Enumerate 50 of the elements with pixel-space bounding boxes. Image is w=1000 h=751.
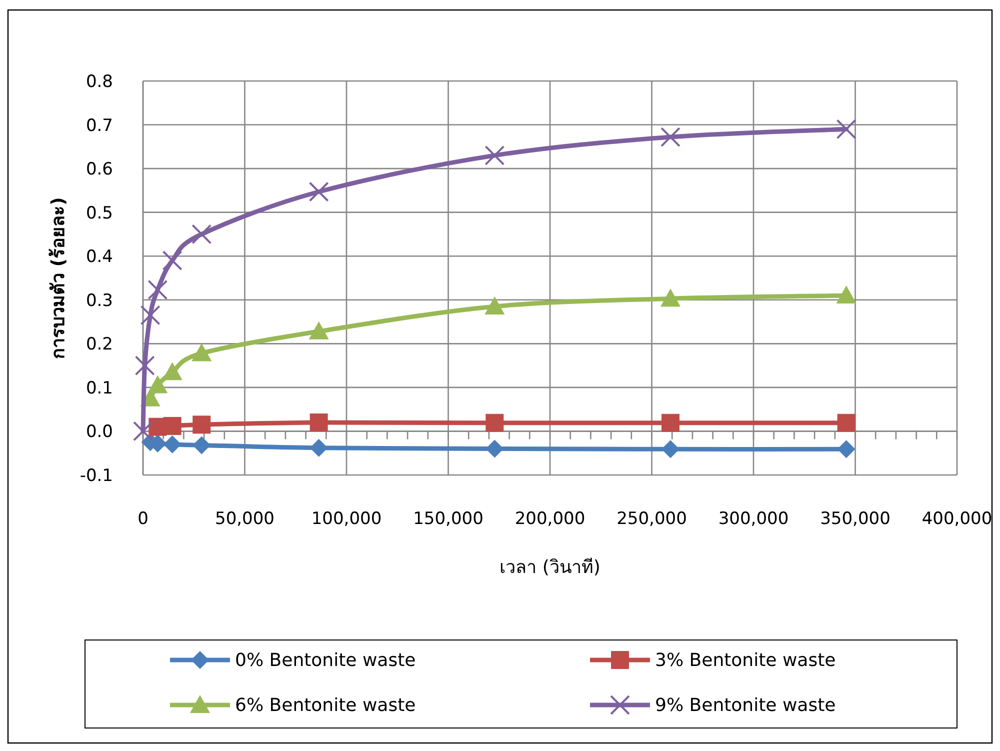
point <box>163 435 182 454</box>
point <box>837 440 856 458</box>
x-tick-label: 0 <box>138 509 148 529</box>
y-axis-title: การบวมตัว (ร้อยละ) <box>48 197 69 359</box>
legend-label: 0% Bentonite waste <box>235 650 416 671</box>
x-tick-label: 50,000 <box>215 509 274 529</box>
y-tick-label: 0.2 <box>86 334 113 355</box>
point <box>836 286 856 304</box>
x-tick-label: 150,000 <box>413 509 484 529</box>
legend-label: 9% Bentonite waste <box>655 695 836 716</box>
point <box>486 414 504 432</box>
x-tick-label: 100,000 <box>311 509 382 529</box>
legend-label: 6% Bentonite waste <box>235 695 416 716</box>
point <box>148 375 168 394</box>
point <box>148 280 168 300</box>
y-tick-label: 0.6 <box>86 160 113 180</box>
y-tick-label: 0.8 <box>86 72 113 92</box>
point <box>134 356 155 376</box>
y-tick-label: 0.5 <box>86 203 113 224</box>
point <box>163 416 182 435</box>
point <box>484 145 505 166</box>
point <box>192 343 212 362</box>
x-tick-label: 250,000 <box>616 509 687 529</box>
x-axis-title: เวลา (วินาที) <box>500 557 600 578</box>
x-tick-label: 400,000 <box>922 509 992 529</box>
point <box>162 250 182 270</box>
point <box>660 288 680 307</box>
y-tick-label: -0.1 <box>80 466 113 486</box>
legend-label: 3% Bentonite waste <box>655 650 836 671</box>
point <box>836 119 856 140</box>
point <box>308 321 329 340</box>
point <box>192 436 211 454</box>
point <box>837 414 856 432</box>
y-tick-label: 0.7 <box>86 116 113 136</box>
point <box>310 413 328 432</box>
y-tick-label: 0.4 <box>86 247 113 268</box>
point <box>192 224 212 244</box>
point <box>660 127 680 148</box>
x-tick-label: 350,000 <box>820 509 890 529</box>
x-tick-label: 200,000 <box>514 509 586 529</box>
point <box>308 182 329 202</box>
point <box>140 305 160 326</box>
x-tick-label: 300,000 <box>718 509 789 529</box>
y-tick-label: 0.0 <box>86 422 113 442</box>
point <box>192 416 211 434</box>
y-tick-label: 0.1 <box>86 378 113 398</box>
point <box>661 414 680 432</box>
point <box>484 296 505 314</box>
point <box>133 421 153 442</box>
y-tick-label: 0.3 <box>86 290 113 311</box>
